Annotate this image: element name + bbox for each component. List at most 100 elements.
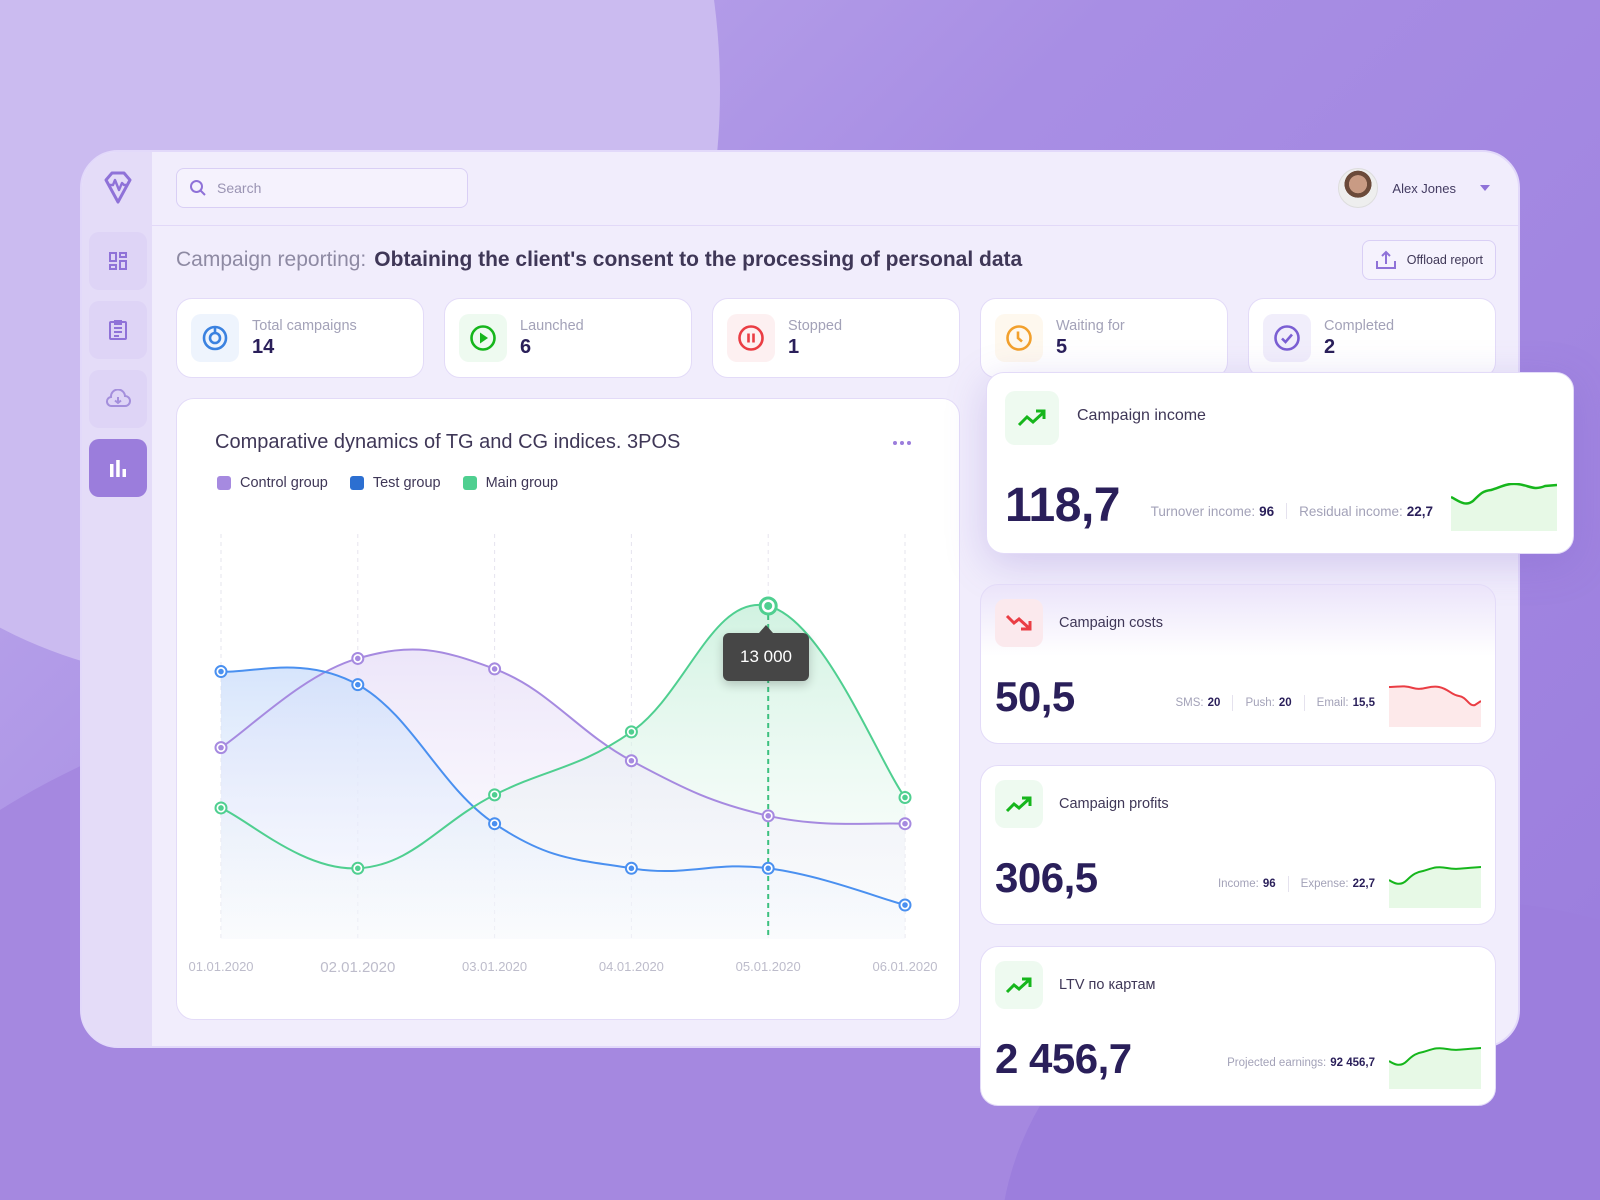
kpi-campaign-costs[interactable]: Campaign costs 50,5 SMS: 20 Push: 20 Email… xyxy=(980,584,1496,744)
kpi-campaign-profits[interactable]: Campaign profits 306,5 Income: 96 Expense… xyxy=(980,765,1496,925)
chart-tooltip: 13 000 xyxy=(723,625,809,681)
trending-up-icon xyxy=(995,961,1043,1009)
meta-value: 15,5 xyxy=(1352,697,1375,709)
check-circle-icon xyxy=(1263,314,1311,362)
clipboard-icon xyxy=(109,320,127,340)
kpi-meta: Turnover income: 96 Residual income: 22,7 xyxy=(1151,503,1433,519)
stat-value: 2 xyxy=(1324,335,1336,358)
kpi-title: Campaign income xyxy=(1077,407,1206,424)
sidebar-item-cloud[interactable] xyxy=(89,370,147,428)
stat-label: Total campaigns xyxy=(252,317,357,334)
bar-chart-icon xyxy=(110,460,126,477)
stats-row: Total campaigns 14 Launched 6 Stopped 1 Wai… xyxy=(176,298,1496,378)
kpi-campaign-income[interactable]: Campaign income 118,7 Turnover income: 96… xyxy=(986,372,1574,554)
trending-up-icon xyxy=(995,780,1043,828)
kpi-value: 118,7 xyxy=(1005,479,1120,532)
offload-report-button[interactable]: Offload report xyxy=(1361,240,1496,280)
legend-label: Test group xyxy=(372,475,441,491)
kpi-meta: Projected earnings: 92 456,7 xyxy=(1227,1057,1375,1069)
stat-stopped[interactable]: Stopped 1 xyxy=(712,298,960,378)
search-box[interactable] xyxy=(176,168,468,208)
sparkline-down xyxy=(1389,685,1481,727)
legend-label: Main group xyxy=(485,475,559,491)
meta-value: 92 456,7 xyxy=(1330,1057,1375,1069)
title-main: Obtaining the client's consent to the pr… xyxy=(374,248,1023,271)
kpi-title: Campaign profits xyxy=(1059,796,1169,812)
upload-icon xyxy=(1375,250,1396,269)
meta-value: 22,7 xyxy=(1406,503,1433,519)
stat-label: Stopped xyxy=(788,317,843,334)
user-menu[interactable]: Alex Jones xyxy=(1338,168,1490,208)
meta-label: Income: xyxy=(1217,878,1259,890)
sparkline-up xyxy=(1389,866,1481,908)
chart-legend: Control group Test group Main group xyxy=(217,475,558,491)
chart-title: Comparative dynamics of TG and CG indice… xyxy=(215,431,681,453)
meta-value: 96 xyxy=(1262,878,1276,890)
x-axis-labels: 01.01.2020 02.01.2020 03.01.2020 04.01.2020… xyxy=(177,959,959,979)
x-axis-label: 02.01.2020 xyxy=(320,959,396,976)
stat-launched[interactable]: Launched 6 xyxy=(444,298,692,378)
stat-label: Launched xyxy=(520,317,584,334)
x-axis-label: 03.01.2020 xyxy=(462,959,528,974)
kpi-meta: Income: 96 Expense: 22,7 xyxy=(1218,876,1375,892)
kpi-meta: SMS: 20 Push: 20 Email: 15,5 xyxy=(1176,695,1375,711)
sidebar-item-reports[interactable] xyxy=(89,301,147,359)
stat-waiting[interactable]: Waiting for 5 xyxy=(980,298,1228,378)
sidebar-item-analytics[interactable] xyxy=(89,439,147,497)
clock-icon xyxy=(995,314,1043,362)
stat-label: Waiting for xyxy=(1056,317,1125,334)
x-axis-label: 05.01.2020 xyxy=(735,959,801,974)
line-area-chart[interactable] xyxy=(177,399,961,1021)
stat-value: 14 xyxy=(252,335,275,358)
page-title: Campaign reporting: Obtaining the client'… xyxy=(176,248,1022,272)
kpi-title: Campaign costs xyxy=(1059,615,1163,631)
kpi-value: 50,5 xyxy=(995,673,1075,720)
meta-label: Projected earnings: xyxy=(1227,1057,1327,1069)
topbar: Alex Jones xyxy=(152,152,1518,226)
stat-total-campaigns[interactable]: Total campaigns 14 xyxy=(176,298,424,378)
dashboard-grid-icon xyxy=(109,252,127,270)
title-prefix: Campaign reporting: xyxy=(176,248,367,271)
chevron-down-icon[interactable] xyxy=(1480,185,1490,191)
sparkline-up xyxy=(1389,1047,1481,1089)
cloud-download-icon xyxy=(105,389,131,407)
meta-value: 22,7 xyxy=(1352,878,1375,890)
kpi-ltv[interactable]: LTV по картам 2 456,7 Projected earnings… xyxy=(980,946,1496,1106)
legend-item-control[interactable]: Control group xyxy=(217,475,328,491)
pause-circle-icon xyxy=(727,314,775,362)
kpi-value: 306,5 xyxy=(995,854,1098,901)
avatar[interactable] xyxy=(1338,168,1379,208)
meta-label: Residual income: xyxy=(1299,503,1403,519)
play-circle-icon xyxy=(459,314,507,362)
sparkline-up xyxy=(1451,483,1557,531)
sidebar xyxy=(82,152,152,1046)
stat-value: 6 xyxy=(520,335,532,358)
kpi-value: 2 456,7 xyxy=(995,1035,1132,1082)
sidebar-item-dashboard[interactable] xyxy=(89,232,147,290)
meta-value: 20 xyxy=(1278,697,1292,709)
stat-completed[interactable]: Completed 2 xyxy=(1248,298,1496,378)
meta-label: Push: xyxy=(1245,697,1275,709)
legend-item-main[interactable]: Main group xyxy=(462,475,559,491)
more-options-icon[interactable] xyxy=(893,441,911,445)
meta-label: Turnover income: xyxy=(1150,503,1256,519)
meta-label: Email: xyxy=(1316,697,1349,709)
meta-value: 20 xyxy=(1207,697,1221,709)
legend-item-test[interactable]: Test group xyxy=(349,475,441,491)
trending-down-icon xyxy=(995,599,1043,647)
meta-label: SMS: xyxy=(1175,697,1204,709)
stat-value: 1 xyxy=(788,335,800,358)
search-input[interactable] xyxy=(217,180,447,196)
meta-value: 96 xyxy=(1259,503,1275,519)
target-icon xyxy=(191,314,239,362)
kpi-title: LTV по картам xyxy=(1059,977,1156,993)
search-icon xyxy=(190,180,206,196)
user-name: Alex Jones xyxy=(1392,180,1456,196)
stat-value: 5 xyxy=(1056,335,1068,358)
x-axis-label: 04.01.2020 xyxy=(598,959,664,974)
offload-report-label: Offload report xyxy=(1406,253,1483,267)
legend-label: Control group xyxy=(240,475,328,491)
trending-up-icon xyxy=(1005,391,1059,445)
x-axis-label: 01.01.2020 xyxy=(188,959,254,974)
logo-diamond-icon xyxy=(104,171,132,204)
